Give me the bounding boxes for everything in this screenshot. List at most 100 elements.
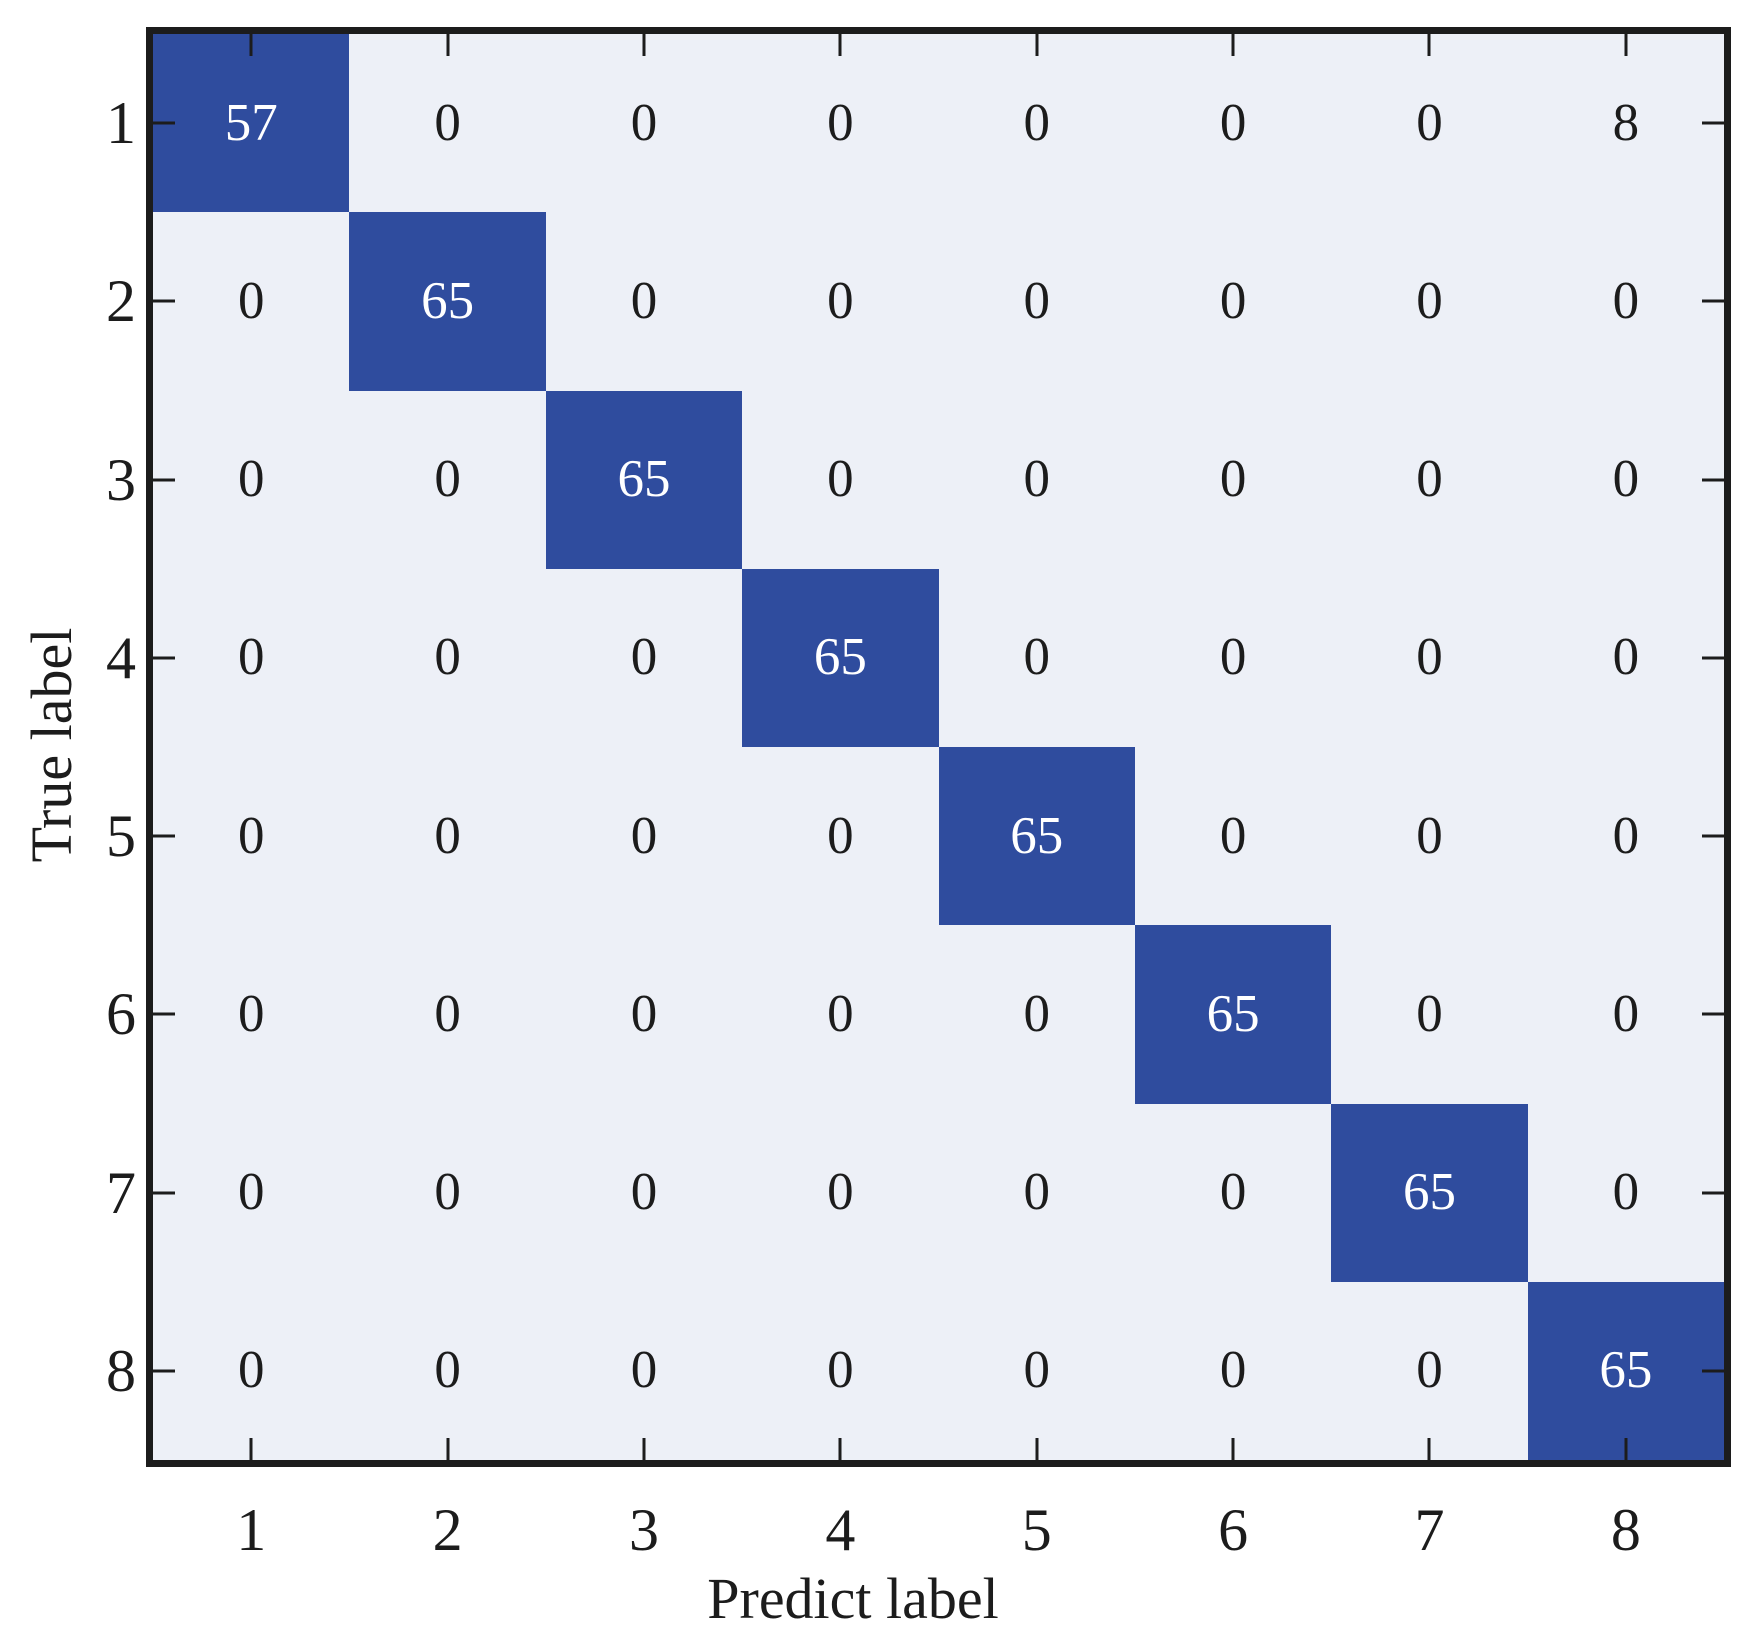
matrix-cell-r7c5: 0 <box>938 1103 1135 1282</box>
matrix-cell-r1c3: 0 <box>545 34 743 213</box>
cell-value: 0 <box>630 628 658 687</box>
matrix-cell-r4c6: 0 <box>1134 568 1332 747</box>
matrix-cell-r3c2: 0 <box>349 390 546 569</box>
cell-value: 65 <box>1206 984 1260 1043</box>
x-tick-label-1: 1 <box>236 1497 267 1563</box>
matrix-cell-r7c3: 0 <box>545 1103 743 1282</box>
cell-value: 0 <box>1023 1163 1050 1222</box>
cell-value: 0 <box>630 984 658 1043</box>
matrix-cell-r5c6: 0 <box>1134 747 1332 926</box>
matrix-cell-r5c4: 0 <box>742 747 939 926</box>
y-tick-label-7: 7 <box>106 1159 136 1226</box>
cell-value: 0 <box>237 806 265 865</box>
matrix-cell-r2c4: 0 <box>742 212 939 391</box>
cell-value: 0 <box>1023 450 1050 509</box>
y-tick-label-5: 5 <box>106 803 136 870</box>
matrix-cell-r5c8: 0 <box>1527 747 1724 926</box>
matrix-cell-r3c8: 0 <box>1527 390 1724 569</box>
cell-value: 0 <box>1612 1163 1640 1222</box>
cell-value: 0 <box>1023 271 1050 330</box>
cell-value: 0 <box>1219 450 1247 509</box>
cell-value: 0 <box>1023 93 1050 152</box>
matrix-cell-r4c3: 0 <box>545 568 743 747</box>
cell-value: 0 <box>1612 984 1640 1043</box>
cell-value: 57 <box>224 93 278 152</box>
matrix-cell-r2c2: 65 <box>349 212 546 391</box>
matrix-cell-r3c3: 65 <box>545 390 743 569</box>
matrix-cell-r6c2: 0 <box>349 925 546 1104</box>
cell-value: 0 <box>434 1163 461 1222</box>
matrix-cell-r6c6: 65 <box>1134 925 1332 1104</box>
matrix-cell-r6c7: 0 <box>1331 925 1528 1104</box>
matrix-cell-r2c7: 0 <box>1331 212 1528 391</box>
cell-value: 0 <box>1416 984 1443 1043</box>
matrix-cell-r4c5: 0 <box>938 568 1135 747</box>
cell-value: 0 <box>1416 271 1443 330</box>
matrix-cell-r3c1: 0 <box>153 390 350 569</box>
matrix-cell-r8c5: 0 <box>938 1281 1135 1460</box>
matrix-cell-r1c7: 0 <box>1331 34 1528 213</box>
y-tick-label-8: 8 <box>106 1337 136 1404</box>
matrix-cell-r1c2: 0 <box>349 34 546 213</box>
cell-value: 0 <box>434 806 461 865</box>
matrix-cell-r2c3: 0 <box>545 212 743 391</box>
cell-value: 0 <box>1023 628 1050 687</box>
matrix-cell-r4c8: 0 <box>1527 568 1724 747</box>
matrix-cell-r2c1: 0 <box>153 212 350 391</box>
cell-value: 0 <box>434 1341 461 1400</box>
matrix-cell-r6c3: 0 <box>545 925 743 1104</box>
cell-value: 0 <box>827 93 854 152</box>
y-tick-label-3: 3 <box>106 446 136 513</box>
matrix-cell-r4c7: 0 <box>1331 568 1528 747</box>
matrix-cell-r7c1: 0 <box>153 1103 350 1282</box>
cell-value: 0 <box>1612 628 1640 687</box>
cell-value: 65 <box>1599 1341 1653 1400</box>
matrix-cell-r8c1: 0 <box>153 1281 350 1460</box>
cell-value: 0 <box>1416 1341 1443 1400</box>
cell-value: 0 <box>1416 93 1443 152</box>
matrix-cell-r3c4: 0 <box>742 390 939 569</box>
cell-value: 0 <box>827 271 854 330</box>
matrix-cell-r4c4: 65 <box>742 568 939 747</box>
x-axis-title: Predict label <box>707 1566 999 1631</box>
matrix-cell-r1c6: 0 <box>1134 34 1332 213</box>
matrix-cell-r7c8: 0 <box>1527 1103 1724 1282</box>
cell-value: 65 <box>1402 1163 1456 1222</box>
matrix-cell-r3c7: 0 <box>1331 390 1528 569</box>
matrix-cell-r6c8: 0 <box>1527 925 1724 1104</box>
matrix-cell-r5c3: 0 <box>545 747 743 926</box>
cell-value: 65 <box>813 628 867 687</box>
matrix-cell-r8c4: 0 <box>742 1281 939 1460</box>
cell-value: 0 <box>1219 806 1247 865</box>
cell-value: 0 <box>827 1341 854 1400</box>
x-tick-label-2: 2 <box>432 1497 463 1563</box>
matrix-cell-r1c5: 0 <box>938 34 1135 213</box>
matrix-cell-r8c2: 0 <box>349 1281 546 1460</box>
cell-value: 0 <box>434 450 461 509</box>
matrix-grid: 57 0 0 0 0 0 0 8 0 65 0 0 0 0 0 0 0 0 65 0 0 0 0 0 0 0 0 65 0 0 0 0 0 0 0 0… <box>153 34 1724 1460</box>
cell-value: 0 <box>1416 806 1443 865</box>
matrix-cell-r3c6: 0 <box>1134 390 1332 569</box>
matrix-cell-r5c7: 0 <box>1331 747 1528 926</box>
x-tick-label-6: 6 <box>1218 1497 1249 1563</box>
cell-value: 0 <box>237 1163 265 1222</box>
matrix-cell-r7c6: 0 <box>1134 1103 1332 1282</box>
y-tick-label-4: 4 <box>106 624 136 691</box>
matrix-cell-r8c3: 0 <box>545 1281 743 1460</box>
x-tick-label-4: 4 <box>825 1497 856 1563</box>
cell-value: 0 <box>827 450 854 509</box>
x-tick-label-7: 7 <box>1414 1497 1445 1563</box>
cell-value: 0 <box>434 93 461 152</box>
matrix-cell-r4c1: 0 <box>153 568 350 747</box>
matrix-cell-r5c5: 65 <box>938 747 1135 926</box>
cell-value: 0 <box>1219 628 1247 687</box>
matrix-cell-r3c5: 0 <box>938 390 1135 569</box>
cell-value: 0 <box>237 984 265 1043</box>
x-axis-tick-labels: 1 2 3 4 5 6 7 8 <box>153 1500 1724 1570</box>
matrix-cell-r2c8: 0 <box>1527 212 1724 391</box>
matrix-cell-r7c2: 0 <box>349 1103 546 1282</box>
cell-value: 0 <box>434 984 461 1043</box>
matrix-cell-r4c2: 0 <box>349 568 546 747</box>
matrix-cell-r6c4: 0 <box>742 925 939 1104</box>
